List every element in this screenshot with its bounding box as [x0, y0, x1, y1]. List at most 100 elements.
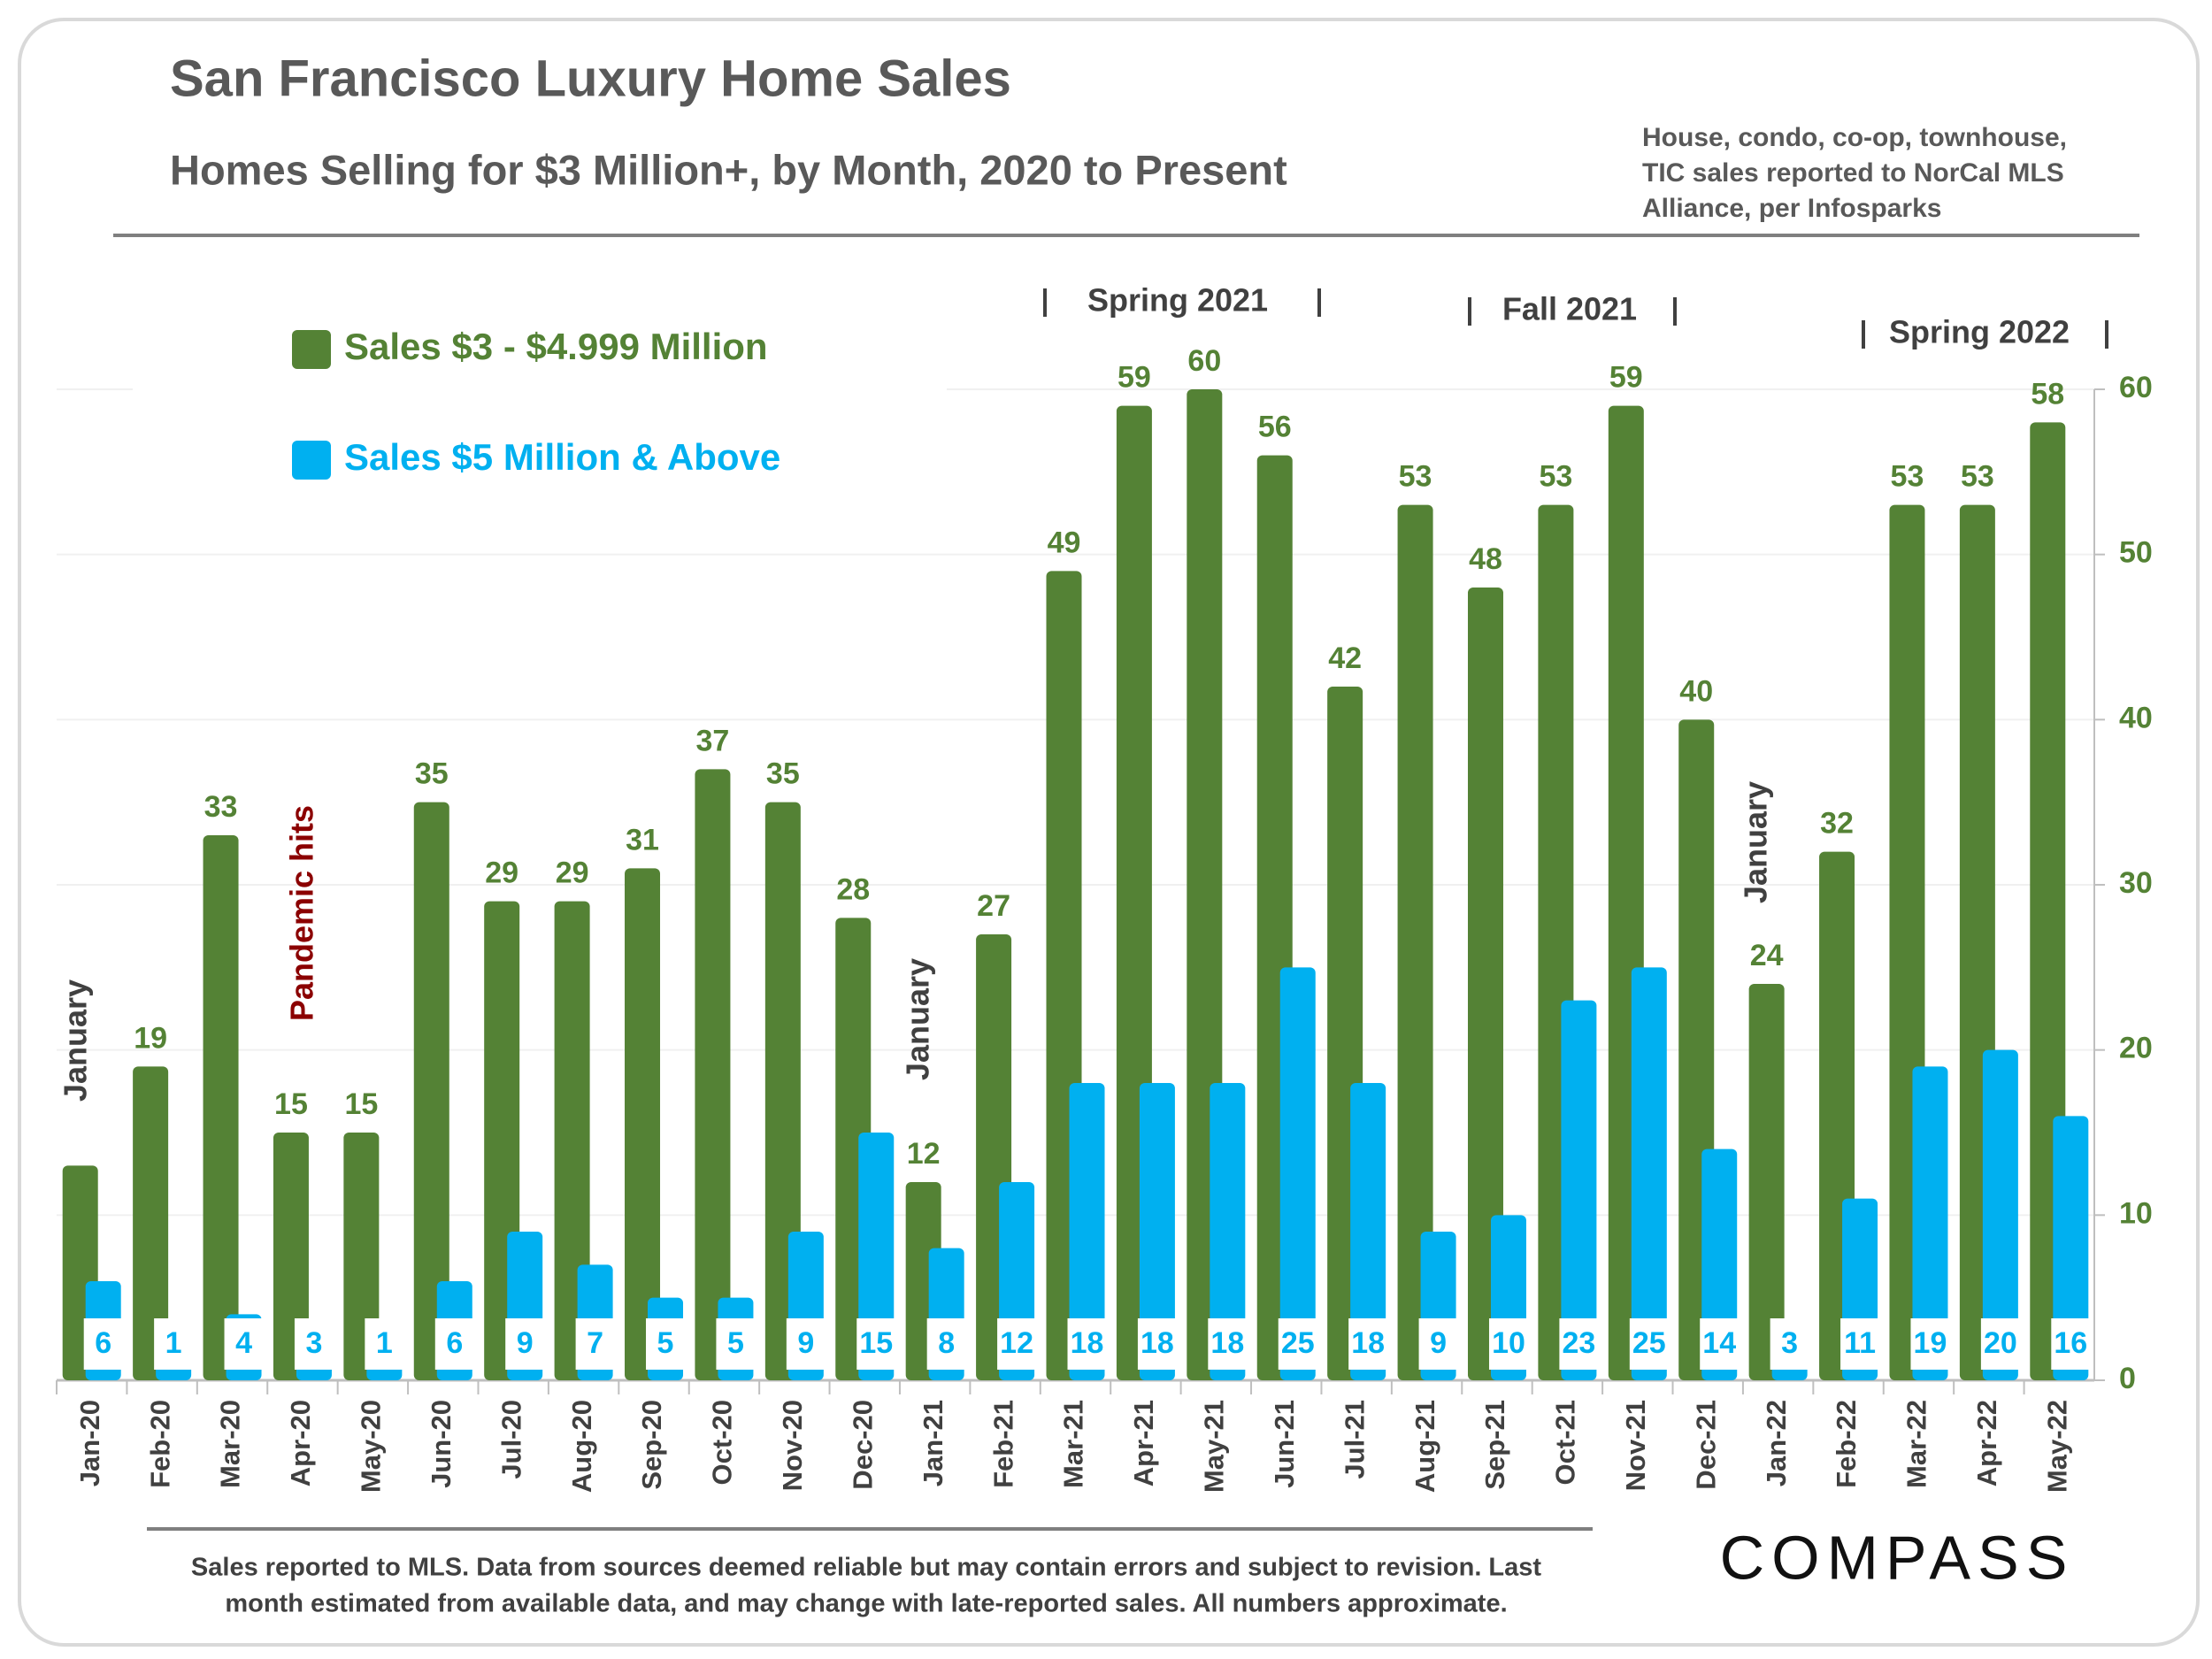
bar [1631, 967, 1667, 1380]
x-tick-label: Jul-20 [495, 1400, 526, 1479]
data-label: 58 [2031, 377, 2064, 411]
legend-panel [133, 310, 947, 504]
data-label: 7 [587, 1326, 603, 1360]
x-tick-label: Jan-21 [918, 1400, 949, 1486]
data-label: 9 [1430, 1326, 1447, 1360]
x-tick-label: Oct-21 [1550, 1400, 1581, 1485]
data-label: 3 [1781, 1326, 1798, 1360]
data-label-box [1067, 1318, 1107, 1370]
data-label: 6 [95, 1326, 111, 1360]
x-tick-label: Sep-20 [636, 1400, 667, 1490]
data-label: 27 [977, 889, 1010, 923]
legend-label: Sales $3 - $4.999 Million [344, 326, 768, 367]
data-label: 18 [1210, 1326, 1244, 1360]
data-label-box [646, 1318, 686, 1370]
x-tick-label: Aug-20 [566, 1400, 597, 1493]
bar [1069, 1083, 1105, 1380]
data-label: 40 [1679, 674, 1713, 708]
data-label: 18 [1071, 1326, 1104, 1360]
x-tick-label: Nov-21 [1620, 1400, 1651, 1491]
period-label: Spring 2022 [1889, 314, 2070, 350]
data-label: 16 [2054, 1326, 2087, 1360]
data-label: 19 [134, 1021, 167, 1055]
data-label: 5 [657, 1326, 674, 1360]
x-tick-label: May-22 [2041, 1400, 2072, 1493]
data-label: 3 [305, 1326, 322, 1360]
x-tick-label: Feb-22 [1831, 1400, 1862, 1488]
data-label: 1 [165, 1326, 182, 1360]
january-label: January [1738, 781, 1774, 903]
legend-swatch [292, 330, 331, 369]
y-tick-label: 0 [2119, 1362, 2136, 1395]
y-tick-label: 20 [2119, 1032, 2153, 1065]
y-tick-label: 50 [2119, 536, 2153, 570]
data-label: 19 [1914, 1326, 1947, 1360]
source-note: TIC sales reported to NorCal MLS [1642, 158, 2064, 188]
data-label: 29 [556, 856, 589, 890]
data-label-box [1629, 1318, 1669, 1370]
logo: COMPASS [1720, 1523, 2075, 1592]
data-label-box [997, 1318, 1037, 1370]
data-label: 53 [1961, 460, 1994, 494]
legend-swatch [292, 441, 331, 480]
bar [133, 1066, 169, 1380]
data-label: 29 [485, 856, 518, 890]
data-label: 31 [626, 823, 659, 856]
x-tick-label: Mar-20 [215, 1400, 246, 1488]
y-tick-label: 10 [2119, 1196, 2153, 1230]
data-label: 9 [517, 1326, 534, 1360]
bar [1210, 1083, 1246, 1380]
data-label: 37 [696, 724, 730, 757]
footer-note: Sales reported to MLS. Data from sources… [191, 1554, 1541, 1582]
x-tick-label: Apr-22 [1971, 1400, 2002, 1486]
data-label-box [1418, 1318, 1458, 1370]
data-label: 25 [1281, 1326, 1315, 1360]
bar [625, 868, 661, 1380]
data-label: 4 [235, 1326, 252, 1360]
data-label: 11 [1844, 1326, 1876, 1360]
chart-title: San Francisco Luxury Home Sales [170, 50, 1011, 107]
period-brackets [1043, 288, 2108, 349]
data-label-box [575, 1318, 615, 1370]
data-label-box [434, 1318, 474, 1370]
data-label: 15 [274, 1087, 308, 1121]
data-label-box [365, 1318, 404, 1370]
legend-label: Sales $5 Million & Above [344, 436, 780, 478]
x-tick-label: Jul-21 [1339, 1400, 1370, 1479]
data-label: 14 [1702, 1326, 1736, 1360]
period-label: Fall 2021 [1502, 291, 1637, 327]
data-label: 59 [1118, 361, 1151, 395]
x-tick-label: Apr-21 [1128, 1400, 1159, 1486]
x-tick-label: Apr-20 [285, 1400, 316, 1486]
data-label: 32 [1820, 807, 1854, 841]
bar [1279, 967, 1316, 1380]
data-label-box [83, 1318, 123, 1370]
data-label: 12 [1000, 1326, 1033, 1360]
data-label-box [224, 1318, 264, 1370]
bar [695, 769, 731, 1380]
bar [1748, 984, 1785, 1380]
data-label: 15 [344, 1087, 378, 1121]
data-label: 20 [1984, 1326, 2017, 1360]
x-tick-label: Jan-20 [74, 1400, 105, 1486]
data-label-box [154, 1318, 194, 1370]
data-label: 15 [859, 1326, 893, 1360]
data-label-box [294, 1318, 334, 1370]
data-label-box [1840, 1318, 1880, 1370]
x-tick-label: Aug-21 [1409, 1400, 1440, 1493]
data-label-box [1348, 1318, 1388, 1370]
data-label: 23 [1562, 1326, 1595, 1360]
data-label: 28 [836, 872, 870, 906]
source-note: Alliance, per Infosparks [1642, 194, 1941, 223]
data-label: 42 [1328, 641, 1362, 675]
data-label-box [1488, 1318, 1528, 1370]
x-tick-label: Jan-22 [1761, 1400, 1792, 1486]
data-label: 56 [1258, 411, 1292, 444]
data-label: 53 [1539, 460, 1572, 494]
bar [1912, 1066, 1948, 1380]
event-label: Pandemic hits [284, 805, 320, 1021]
data-label: 24 [1750, 939, 1784, 972]
bar [203, 835, 239, 1380]
data-label-box [786, 1318, 826, 1370]
data-label: 25 [1632, 1326, 1666, 1360]
